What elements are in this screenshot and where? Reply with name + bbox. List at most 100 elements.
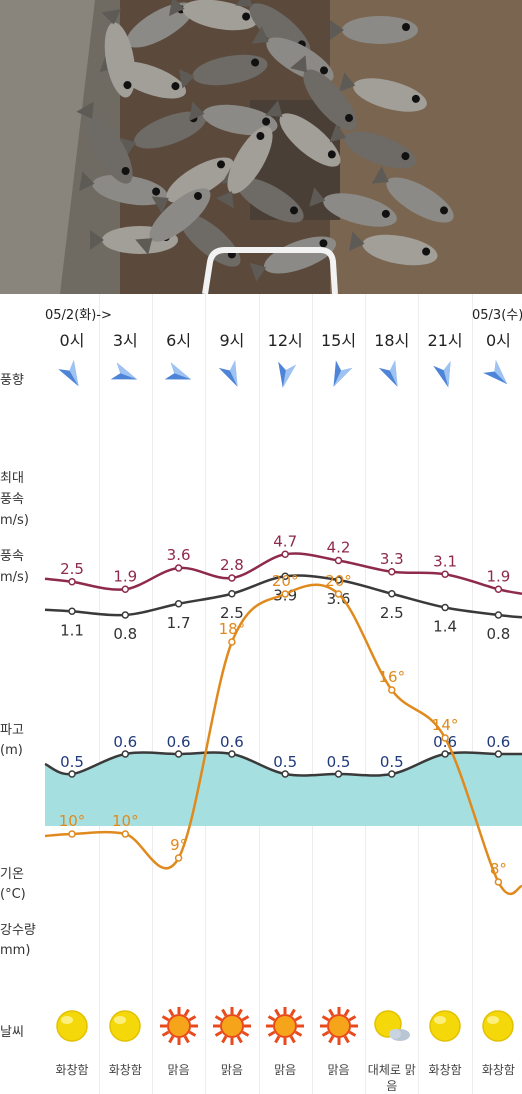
temperature-point	[388, 686, 396, 694]
max-wind-value: 1.9	[113, 567, 137, 585]
temperature-value: 8°	[490, 860, 507, 878]
wind-direction-arrow-icon	[164, 360, 194, 390]
max-wind-value: 3.1	[433, 552, 457, 570]
wind-point	[174, 600, 183, 608]
catch-photo	[0, 0, 522, 294]
temperature-point	[281, 590, 289, 598]
label-precip-2: mm)	[0, 943, 31, 958]
grid-line	[151, 294, 153, 1094]
wave-point	[494, 750, 503, 758]
weather-text: 화창함	[55, 1063, 89, 1077]
hour-label: 0시	[59, 331, 85, 350]
temperature-point	[441, 734, 449, 742]
wave-value: 0.5	[327, 753, 351, 771]
label-max-wind-2: 풍속	[0, 492, 24, 507]
grid-line	[258, 294, 260, 1094]
temperature-value: 16°	[379, 668, 406, 686]
temperature-point	[494, 878, 503, 886]
label-wave-2: (m)	[0, 743, 23, 758]
grid-line	[365, 294, 367, 1094]
wind-point	[388, 590, 396, 598]
wind-direction-arrow-icon	[483, 360, 513, 390]
wind-direction-arrow-icon	[110, 360, 140, 390]
hour-label: 21시	[427, 331, 463, 350]
wind-direction-arrow-icon	[217, 360, 247, 390]
sun-icon	[105, 1006, 145, 1046]
sun-icon	[478, 1006, 518, 1046]
wind-direction-arrow-icon	[324, 360, 354, 390]
wind-value: 0.8	[113, 625, 137, 643]
weather-text: 맑음	[220, 1063, 243, 1077]
wind-value: 0.8	[486, 625, 510, 643]
temperature-point	[121, 830, 130, 838]
max-wind-value: 4.2	[327, 539, 351, 557]
temperature-value: 14°	[432, 716, 459, 734]
temperature-point	[334, 590, 343, 598]
temperature-value: 20°	[325, 572, 352, 590]
label-max-wind-3: m/s)	[0, 513, 29, 528]
temperature-point	[68, 830, 76, 838]
max-wind-value: 2.8	[220, 556, 244, 574]
bright-sun-icon	[159, 1006, 199, 1046]
wind-value: 2.5	[380, 604, 404, 622]
max-wind-point	[121, 585, 130, 593]
wave-value: 0.6	[433, 733, 457, 751]
wave-value: 0.6	[113, 733, 137, 751]
wave-value: 0.5	[380, 753, 404, 771]
max-wind-point	[334, 556, 343, 565]
sun-cloud-icon	[372, 1006, 412, 1046]
wind-value: 1.4	[433, 618, 457, 636]
wave-point	[388, 770, 396, 778]
max-wind-value: 3.3	[380, 550, 404, 568]
forecast-charts: 2.5 1.9 3.6 2.8 4.7 4.2 3.3 3.1 1.9 1.1 0.8 1.7 2.5 3…	[44, 532, 522, 896]
wind-direction-arrow-icon	[377, 360, 407, 390]
grid-line	[418, 294, 420, 1094]
hour-label: 9시	[219, 331, 245, 350]
wind-direction-arrow-icon	[57, 360, 87, 390]
wind-point	[228, 590, 236, 598]
wind-value: 3.6	[327, 590, 351, 608]
date-label: 05/3(수)	[472, 308, 522, 323]
label-temp-1: 기온	[0, 867, 24, 882]
bright-sun-icon	[265, 1006, 305, 1046]
grid-line	[205, 294, 207, 1094]
max-wind-value: 4.7	[273, 532, 297, 550]
grid-line	[471, 294, 473, 1094]
max-wind-value: 2.5	[60, 560, 84, 578]
max-wind-value: 1.9	[486, 567, 510, 585]
wave-point	[441, 750, 449, 758]
grid-line	[98, 294, 100, 1094]
wave-point	[334, 770, 343, 778]
wave-point	[68, 770, 76, 778]
wind-value: 1.1	[60, 621, 84, 639]
weather-text: 화창함	[481, 1063, 515, 1077]
hour-label: 15시	[320, 331, 357, 350]
hour-label: 18시	[374, 331, 410, 350]
wind-point	[494, 611, 503, 619]
max-wind-point	[174, 564, 183, 572]
label-temp-2: (°C)	[0, 887, 26, 902]
wave-point	[228, 750, 236, 758]
max-wind-point	[388, 568, 396, 576]
label-weather: 날씨	[0, 1025, 24, 1040]
wind-direction-arrow-icon	[270, 360, 300, 390]
weather-text: 화창함	[428, 1063, 462, 1077]
temperature-value: 20°	[272, 572, 299, 590]
bright-sun-icon	[319, 1006, 359, 1046]
wind-value: 2.5	[220, 604, 244, 622]
label-wind-1: 풍속	[0, 549, 24, 564]
temperature-value: 10°	[59, 812, 86, 830]
wind-direction-arrow-icon	[430, 360, 460, 390]
hour-label: 6시	[166, 331, 192, 350]
wind-point	[68, 607, 76, 615]
wave-point	[121, 750, 130, 758]
grid-line	[311, 294, 313, 1094]
max-wind-point	[68, 578, 76, 586]
max-wind-point	[281, 550, 289, 558]
temperature-value: 10°	[112, 812, 139, 830]
date-label: 05/2(화)->	[45, 308, 112, 323]
label-wave-1: 파고	[0, 723, 24, 738]
weather-text: 대체로 맑음	[367, 1063, 416, 1093]
forecast-panel: 2.5 1.9 3.6 2.8 4.7 4.2 3.3 3.1 1.9 1.1 0.8 1.7 2.5 3…	[0, 294, 522, 1094]
wind-value: 1.7	[167, 614, 191, 632]
